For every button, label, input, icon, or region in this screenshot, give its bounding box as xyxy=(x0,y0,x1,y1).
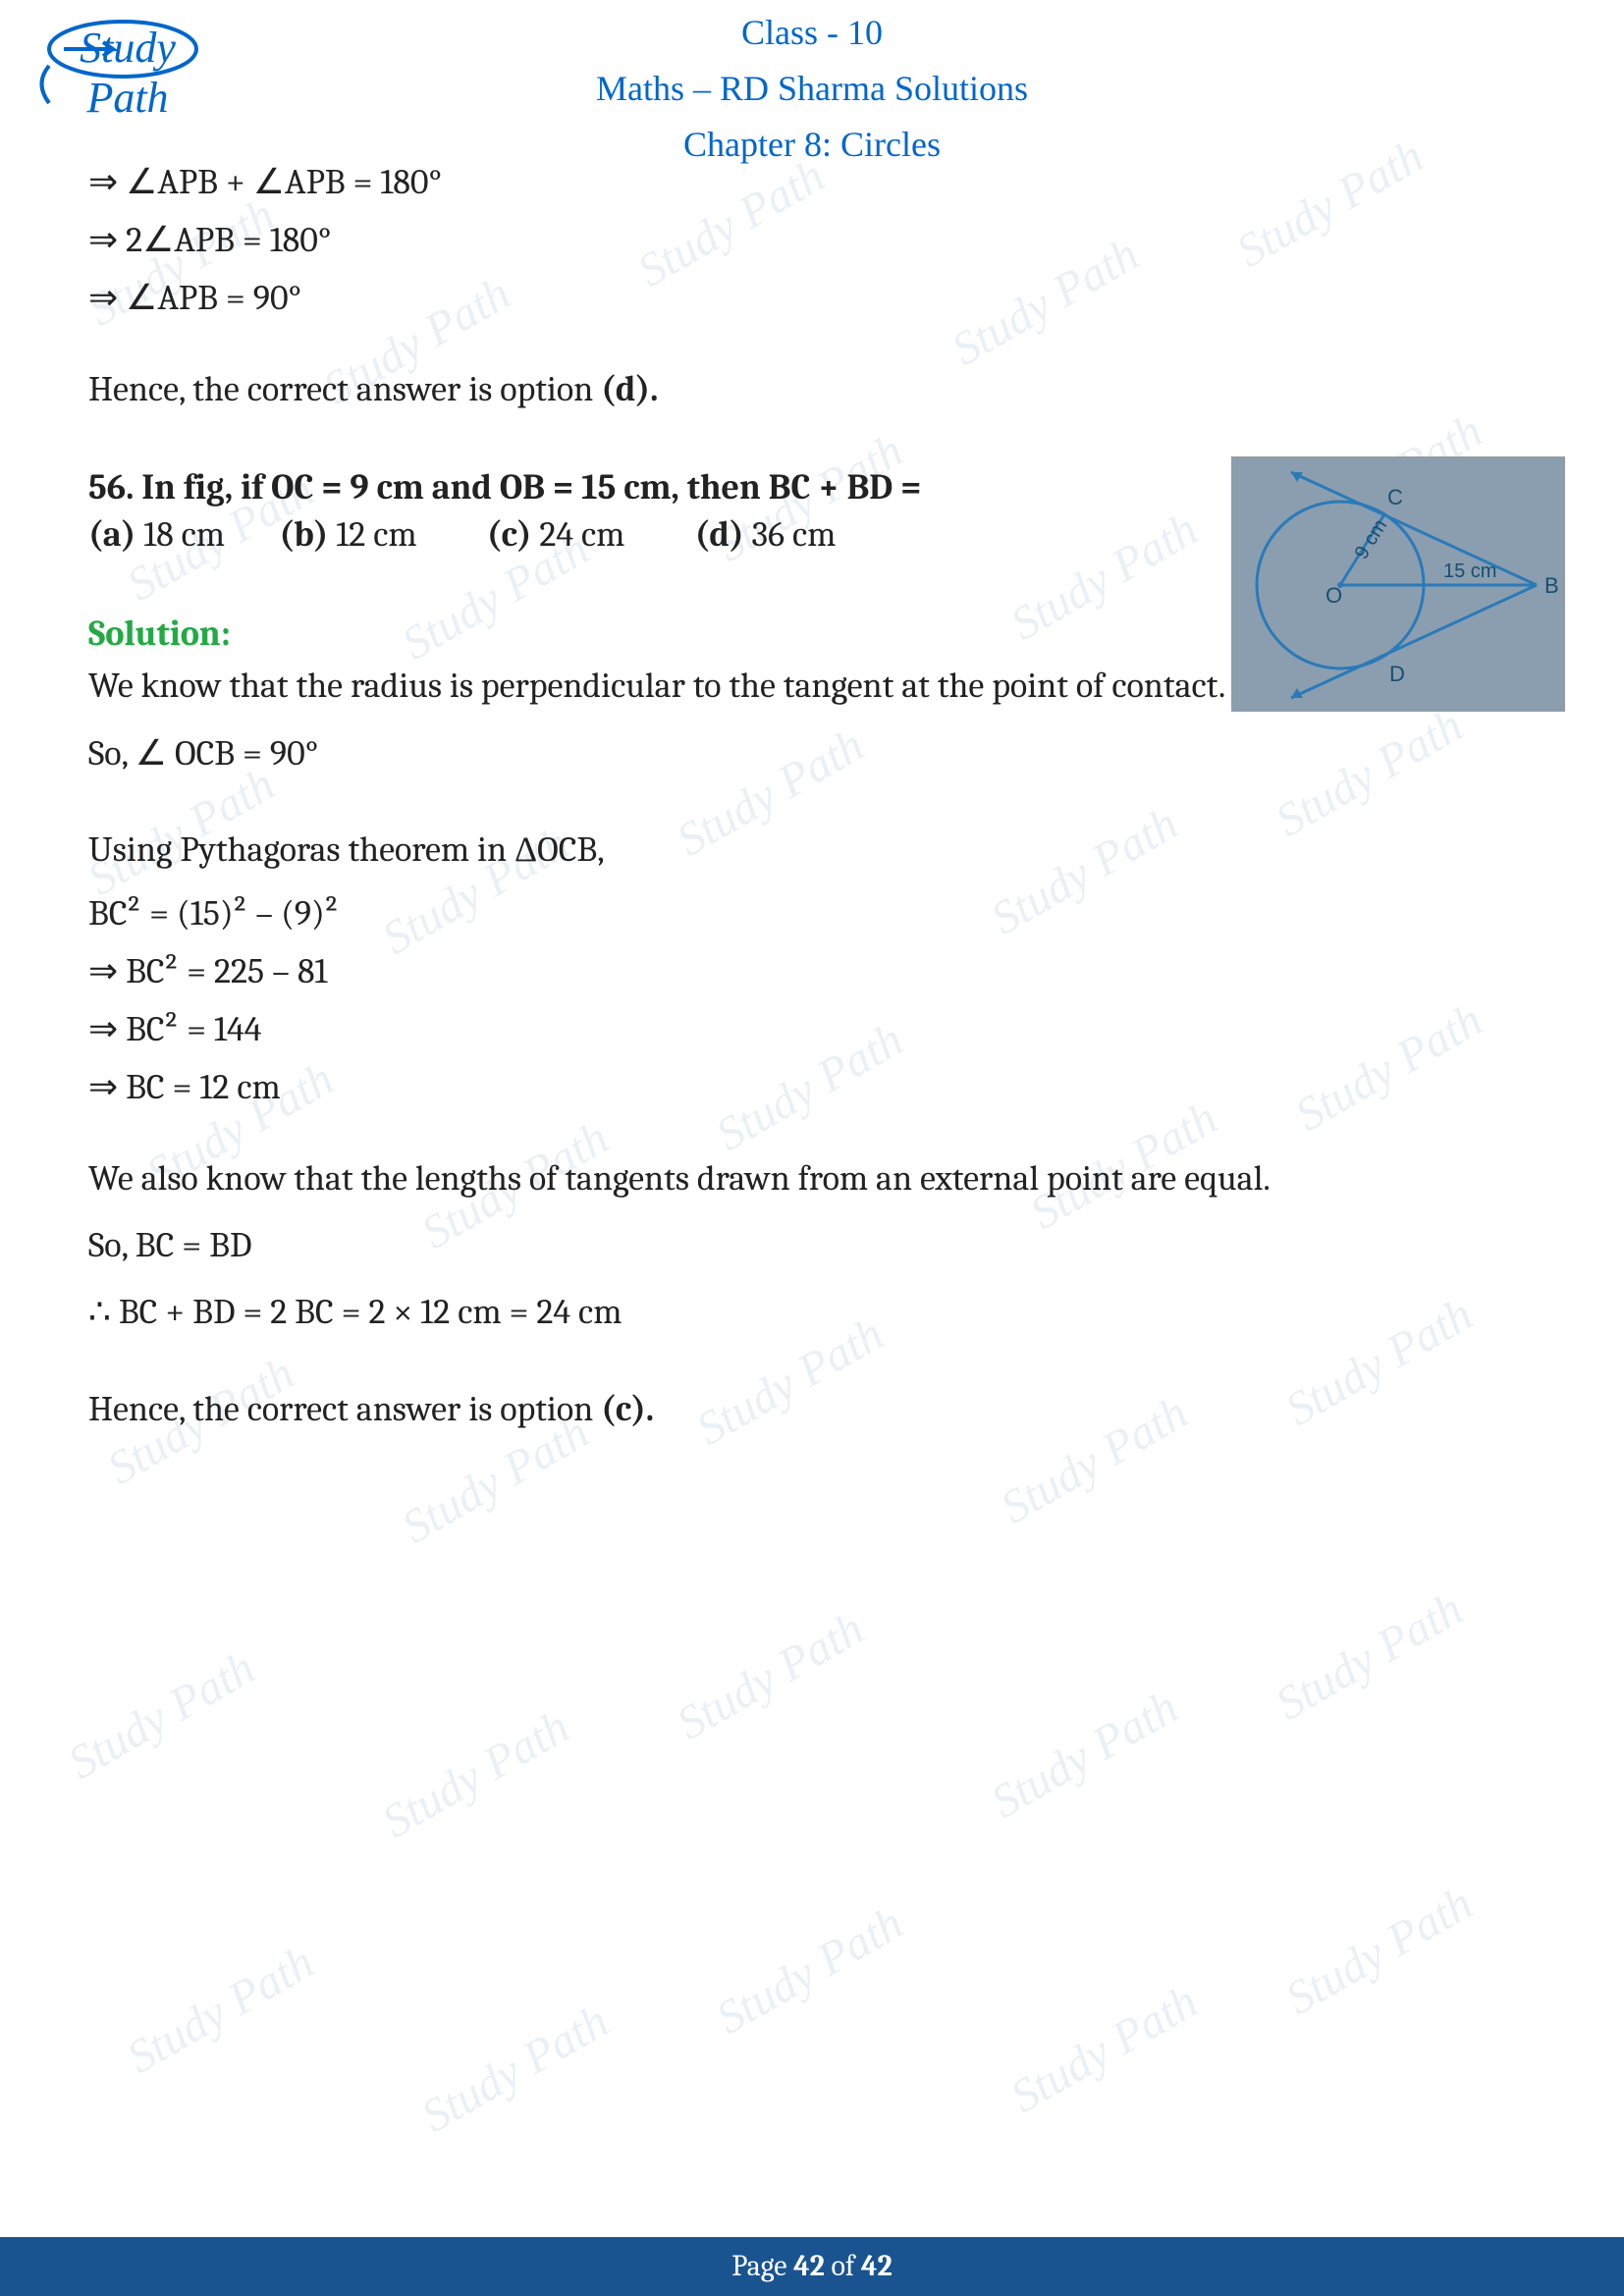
label-B: B xyxy=(1544,573,1559,598)
page-footer: Page 42 of 42 xyxy=(0,2237,1624,2296)
prev-line-2: ⇒ 2∠APB = 180° xyxy=(88,220,1536,260)
final-answer-text: Hence, the correct answer is option xyxy=(88,1389,601,1429)
label-O: O xyxy=(1326,583,1342,608)
opt-c-text: 24 cm xyxy=(531,514,624,555)
header-subject: Maths – RD Sharma Solutions xyxy=(0,56,1624,112)
tangent-line-2: So, BC = BD xyxy=(88,1221,1536,1270)
opt-d-label: (d) xyxy=(695,514,744,555)
tangent-line-1: We also know that the lengths of tangent… xyxy=(88,1154,1536,1203)
calc-2: ⇒ BC² = 225 – 81 xyxy=(88,951,1536,991)
tangent-line-3: ∴ BC + BD = 2 BC = 2 × 12 cm = 24 cm xyxy=(88,1288,1536,1337)
opt-c-label: (c) xyxy=(487,514,532,555)
opt-a-text: 18 cm xyxy=(135,514,225,555)
footer-prefix: Page xyxy=(731,2249,793,2283)
opt-b-label: (b) xyxy=(280,514,329,555)
prev-answer-option: (d). xyxy=(601,369,658,409)
final-answer-option: (c). xyxy=(601,1389,654,1429)
label-C: C xyxy=(1387,485,1403,509)
footer-current: 42 xyxy=(793,2249,825,2283)
label-9cm: 9 cm xyxy=(1351,515,1392,562)
prev-answer: Hence, the correct answer is option (d). xyxy=(88,365,1536,414)
opt-d-text: 36 cm xyxy=(744,514,837,555)
calc-3: ⇒ BC² = 144 xyxy=(88,1009,1536,1049)
label-15cm: 15 cm xyxy=(1443,561,1496,582)
calc-1: BC² = (15)² – (9)² xyxy=(88,893,1536,934)
final-answer: Hence, the correct answer is option (c). xyxy=(88,1385,1536,1434)
geometry-figure: O B C D 9 cm 15 cm xyxy=(1231,456,1565,712)
footer-middle: of xyxy=(825,2249,861,2283)
logo-text: Study Path xyxy=(34,23,221,123)
opt-a-label: (a) xyxy=(88,514,135,555)
label-D: D xyxy=(1389,662,1405,686)
question-56: 56. In fig, if OC = 9 cm and OB = 15 cm,… xyxy=(88,461,992,514)
page-header: Study Path Class - 10 Maths – RD Sharma … xyxy=(0,0,1624,133)
solution-line-2: So, ∠ OCB = 90° xyxy=(88,729,1536,778)
header-class: Class - 10 xyxy=(0,0,1624,56)
pythagoras-text: Using Pythagoras theorem in ΔOCB, xyxy=(88,826,1536,875)
calc-4: ⇒ BC = 12 cm xyxy=(88,1067,1536,1107)
prev-line-3: ⇒ ∠APB = 90° xyxy=(88,278,1536,318)
opt-b-text: 12 cm xyxy=(328,514,416,555)
footer-total: 42 xyxy=(861,2249,893,2283)
logo: Study Path xyxy=(25,15,221,123)
page-content: ⇒ ∠APB + ∠APB = 180° ⇒ 2∠APB = 180° ⇒ ∠A… xyxy=(0,133,1624,1434)
prev-line-1: ⇒ ∠APB + ∠APB = 180° xyxy=(88,162,1536,202)
prev-answer-text: Hence, the correct answer is option xyxy=(88,369,601,409)
